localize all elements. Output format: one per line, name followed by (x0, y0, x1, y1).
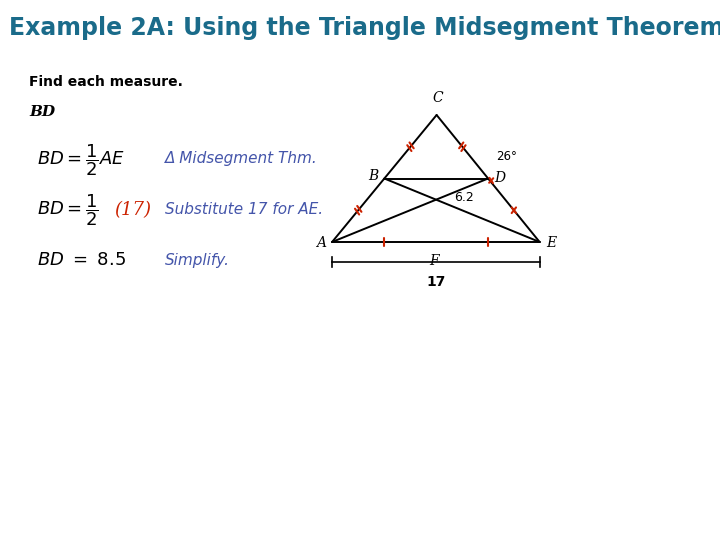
Text: BD: BD (30, 105, 55, 119)
Text: 26°: 26° (496, 150, 517, 163)
Text: A: A (316, 236, 326, 250)
Text: E: E (546, 236, 556, 250)
Text: D: D (494, 172, 505, 186)
Text: $BD\ =\ 8.5$: $BD\ =\ 8.5$ (37, 251, 126, 269)
Text: Δ Midsegment Thm.: Δ Midsegment Thm. (166, 151, 318, 165)
Text: Simplify.: Simplify. (166, 253, 230, 267)
Text: $BD = \dfrac{1}{2}AE$: $BD = \dfrac{1}{2}AE$ (37, 142, 125, 178)
Text: $BD = \dfrac{1}{2}$: $BD = \dfrac{1}{2}$ (37, 192, 99, 228)
Text: Substitute 17 for AE.: Substitute 17 for AE. (166, 202, 323, 218)
Text: Find each measure.: Find each measure. (30, 75, 183, 89)
Text: C: C (433, 91, 444, 105)
Text: F: F (430, 254, 439, 268)
Text: B: B (368, 170, 378, 184)
Text: (17): (17) (114, 201, 150, 219)
Text: Example 2A: Using the Triangle Midsegment Theorem: Example 2A: Using the Triangle Midsegmen… (9, 16, 720, 40)
Text: 6.2: 6.2 (454, 191, 473, 204)
Text: 17: 17 (426, 275, 446, 289)
Bar (0, 0, 554, 52)
